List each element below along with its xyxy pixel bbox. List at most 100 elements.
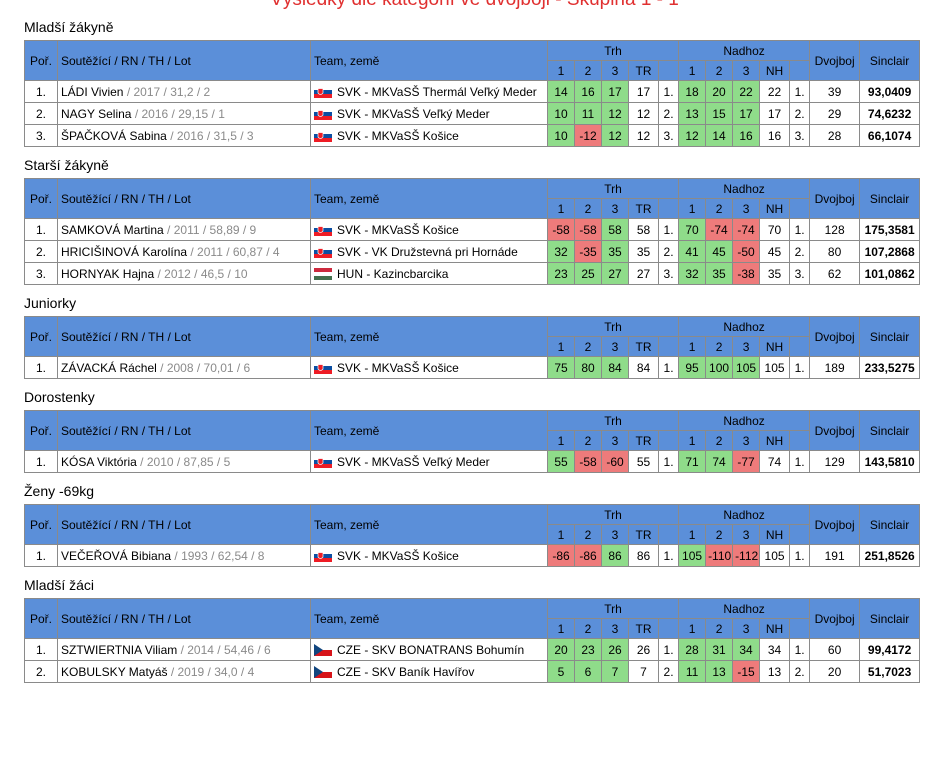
attempt: 75: [547, 356, 575, 379]
rank: 1.: [24, 80, 58, 103]
place: 3.: [657, 262, 680, 285]
header-sinclair: Sinclair: [859, 178, 921, 219]
athlete: KOBULSKY Matyáš / 2019 / 34,0 / 4: [57, 660, 311, 683]
header-team: Team, země: [310, 316, 548, 357]
athlete-name: ŠPAČKOVÁ Sabina: [61, 128, 167, 143]
sinclair: 107,2868: [859, 240, 921, 263]
rank: 3.: [24, 262, 58, 285]
total: 29: [809, 102, 861, 125]
team: SVK - MKVaSŠ Košice: [310, 356, 548, 379]
section-title: Juniorky: [24, 295, 77, 311]
attempt: 32: [547, 240, 575, 263]
total: 28: [809, 124, 861, 147]
header-sub: 2: [574, 524, 602, 545]
best: 86: [628, 544, 659, 567]
attempt: 34: [732, 638, 761, 661]
results-table: Poř. Soutěžící / RN / TH / Lot Team, země T…: [24, 40, 921, 147]
team-name: CZE - SKV BONATRANS Bohumín: [337, 642, 525, 657]
attempt: 14: [705, 124, 734, 147]
athlete: HORNYAK Hajna / 2012 / 46,5 / 10: [57, 262, 311, 285]
place: 3.: [657, 124, 680, 147]
header-sinclair: Sinclair: [859, 504, 921, 545]
header-row: 1 2 3 TR 1 2 3 NH: [25, 336, 920, 357]
team: SVK - MKVaSŠ Veľký Meder: [310, 102, 548, 125]
header-place: [657, 430, 680, 451]
header-sub: 3: [601, 618, 629, 639]
attempt: -38: [732, 262, 761, 285]
header-total: Dvojboj: [809, 598, 861, 639]
best: 22: [759, 80, 791, 103]
best: 55: [628, 450, 659, 473]
section-title: Mladší žáci: [24, 577, 95, 593]
place: 2.: [789, 660, 811, 683]
athlete-info: / 2011 / 60,87 / 4: [190, 244, 280, 259]
header-sinclair: Sinclair: [859, 598, 921, 639]
athlete-row: 2. KOBULSKY Matyáš / 2019 / 34,0 / 4 CZE -…: [24, 660, 921, 683]
athlete-name: NAGY Selina: [61, 106, 132, 121]
header-sub: 2: [705, 618, 734, 639]
place: 1.: [657, 450, 680, 473]
header-sub: 3: [732, 60, 761, 81]
page-title: Výsledky dle kategorií ve dvojboji - Sku…: [0, 0, 949, 11]
rank: 2.: [24, 240, 58, 263]
athlete-row: 3. HORNYAK Hajna / 2012 / 46,5 / 10 HUN - …: [24, 262, 921, 285]
attempt: 7: [601, 660, 629, 683]
attempt: 20: [547, 638, 575, 661]
best: 12: [628, 124, 659, 147]
athlete: HRICIŠINOVÁ Karolína / 2011 / 60,87 / 4: [57, 240, 311, 263]
team-name: SVK - VK Družstevná pri Hornáde: [337, 244, 518, 259]
place: 1.: [789, 450, 811, 473]
best: 74: [759, 450, 791, 473]
sinclair: 233,5275: [859, 356, 921, 379]
header-sinclair: Sinclair: [859, 40, 921, 81]
header-row: 1 2 3 TR 1 2 3 NH: [25, 618, 920, 639]
rank: 1.: [24, 218, 58, 241]
header-place: [789, 60, 811, 81]
place: 1.: [657, 218, 680, 241]
attempt: -86: [574, 544, 602, 567]
header-sub: 2: [574, 618, 602, 639]
total: 128: [809, 218, 861, 241]
attempt: 35: [601, 240, 629, 263]
header-sub: NH: [759, 524, 791, 545]
attempt: -60: [601, 450, 629, 473]
header-snatch: Trh: [546, 598, 680, 619]
header-sub: NH: [759, 60, 791, 81]
attempt: 15: [705, 102, 734, 125]
attempt: 13: [678, 102, 707, 125]
athlete-name: HRICIŠINOVÁ Karolína: [61, 244, 188, 259]
total: 129: [809, 450, 861, 473]
header-rank: Poř.: [24, 410, 58, 451]
flag: [314, 107, 332, 120]
section-title: Ženy -69kg: [24, 483, 95, 499]
best: 16: [759, 124, 791, 147]
attempt: 31: [705, 638, 734, 661]
header-cj: Nadhoz: [678, 410, 811, 431]
rank: 1.: [24, 450, 58, 473]
header-sub: 3: [732, 430, 761, 451]
best: 35: [759, 262, 791, 285]
header-cj: Nadhoz: [678, 40, 811, 61]
attempt: 80: [574, 356, 602, 379]
athlete-name: SZTWIERTNIA Viliam: [61, 642, 178, 657]
section-title: Dorostenky: [24, 389, 95, 405]
header-sub: 1: [678, 198, 707, 219]
attempt: 26: [601, 638, 629, 661]
best: 13: [759, 660, 791, 683]
header-sub: 3: [601, 198, 629, 219]
place: 2.: [789, 240, 811, 263]
header-sub: NH: [759, 198, 791, 219]
attempt: 17: [601, 80, 629, 103]
attempt: -74: [705, 218, 734, 241]
header-row: Poř. Soutěžící / RN / TH / Lot Team, země T…: [24, 410, 921, 451]
place: 1.: [789, 638, 811, 661]
header-sub: TR: [628, 430, 659, 451]
header-sub: 3: [601, 336, 629, 357]
attempt: -12: [574, 124, 602, 147]
team: SVK - MKVaSŠ Veľký Meder: [310, 450, 548, 473]
header-sub: NH: [759, 618, 791, 639]
attempt: 55: [547, 450, 575, 473]
header-cj: Nadhoz: [678, 598, 811, 619]
athlete-row: 1. SAMKOVÁ Martina / 2011 / 58,89 / 9 SVK …: [24, 218, 921, 241]
flag: [314, 129, 332, 142]
